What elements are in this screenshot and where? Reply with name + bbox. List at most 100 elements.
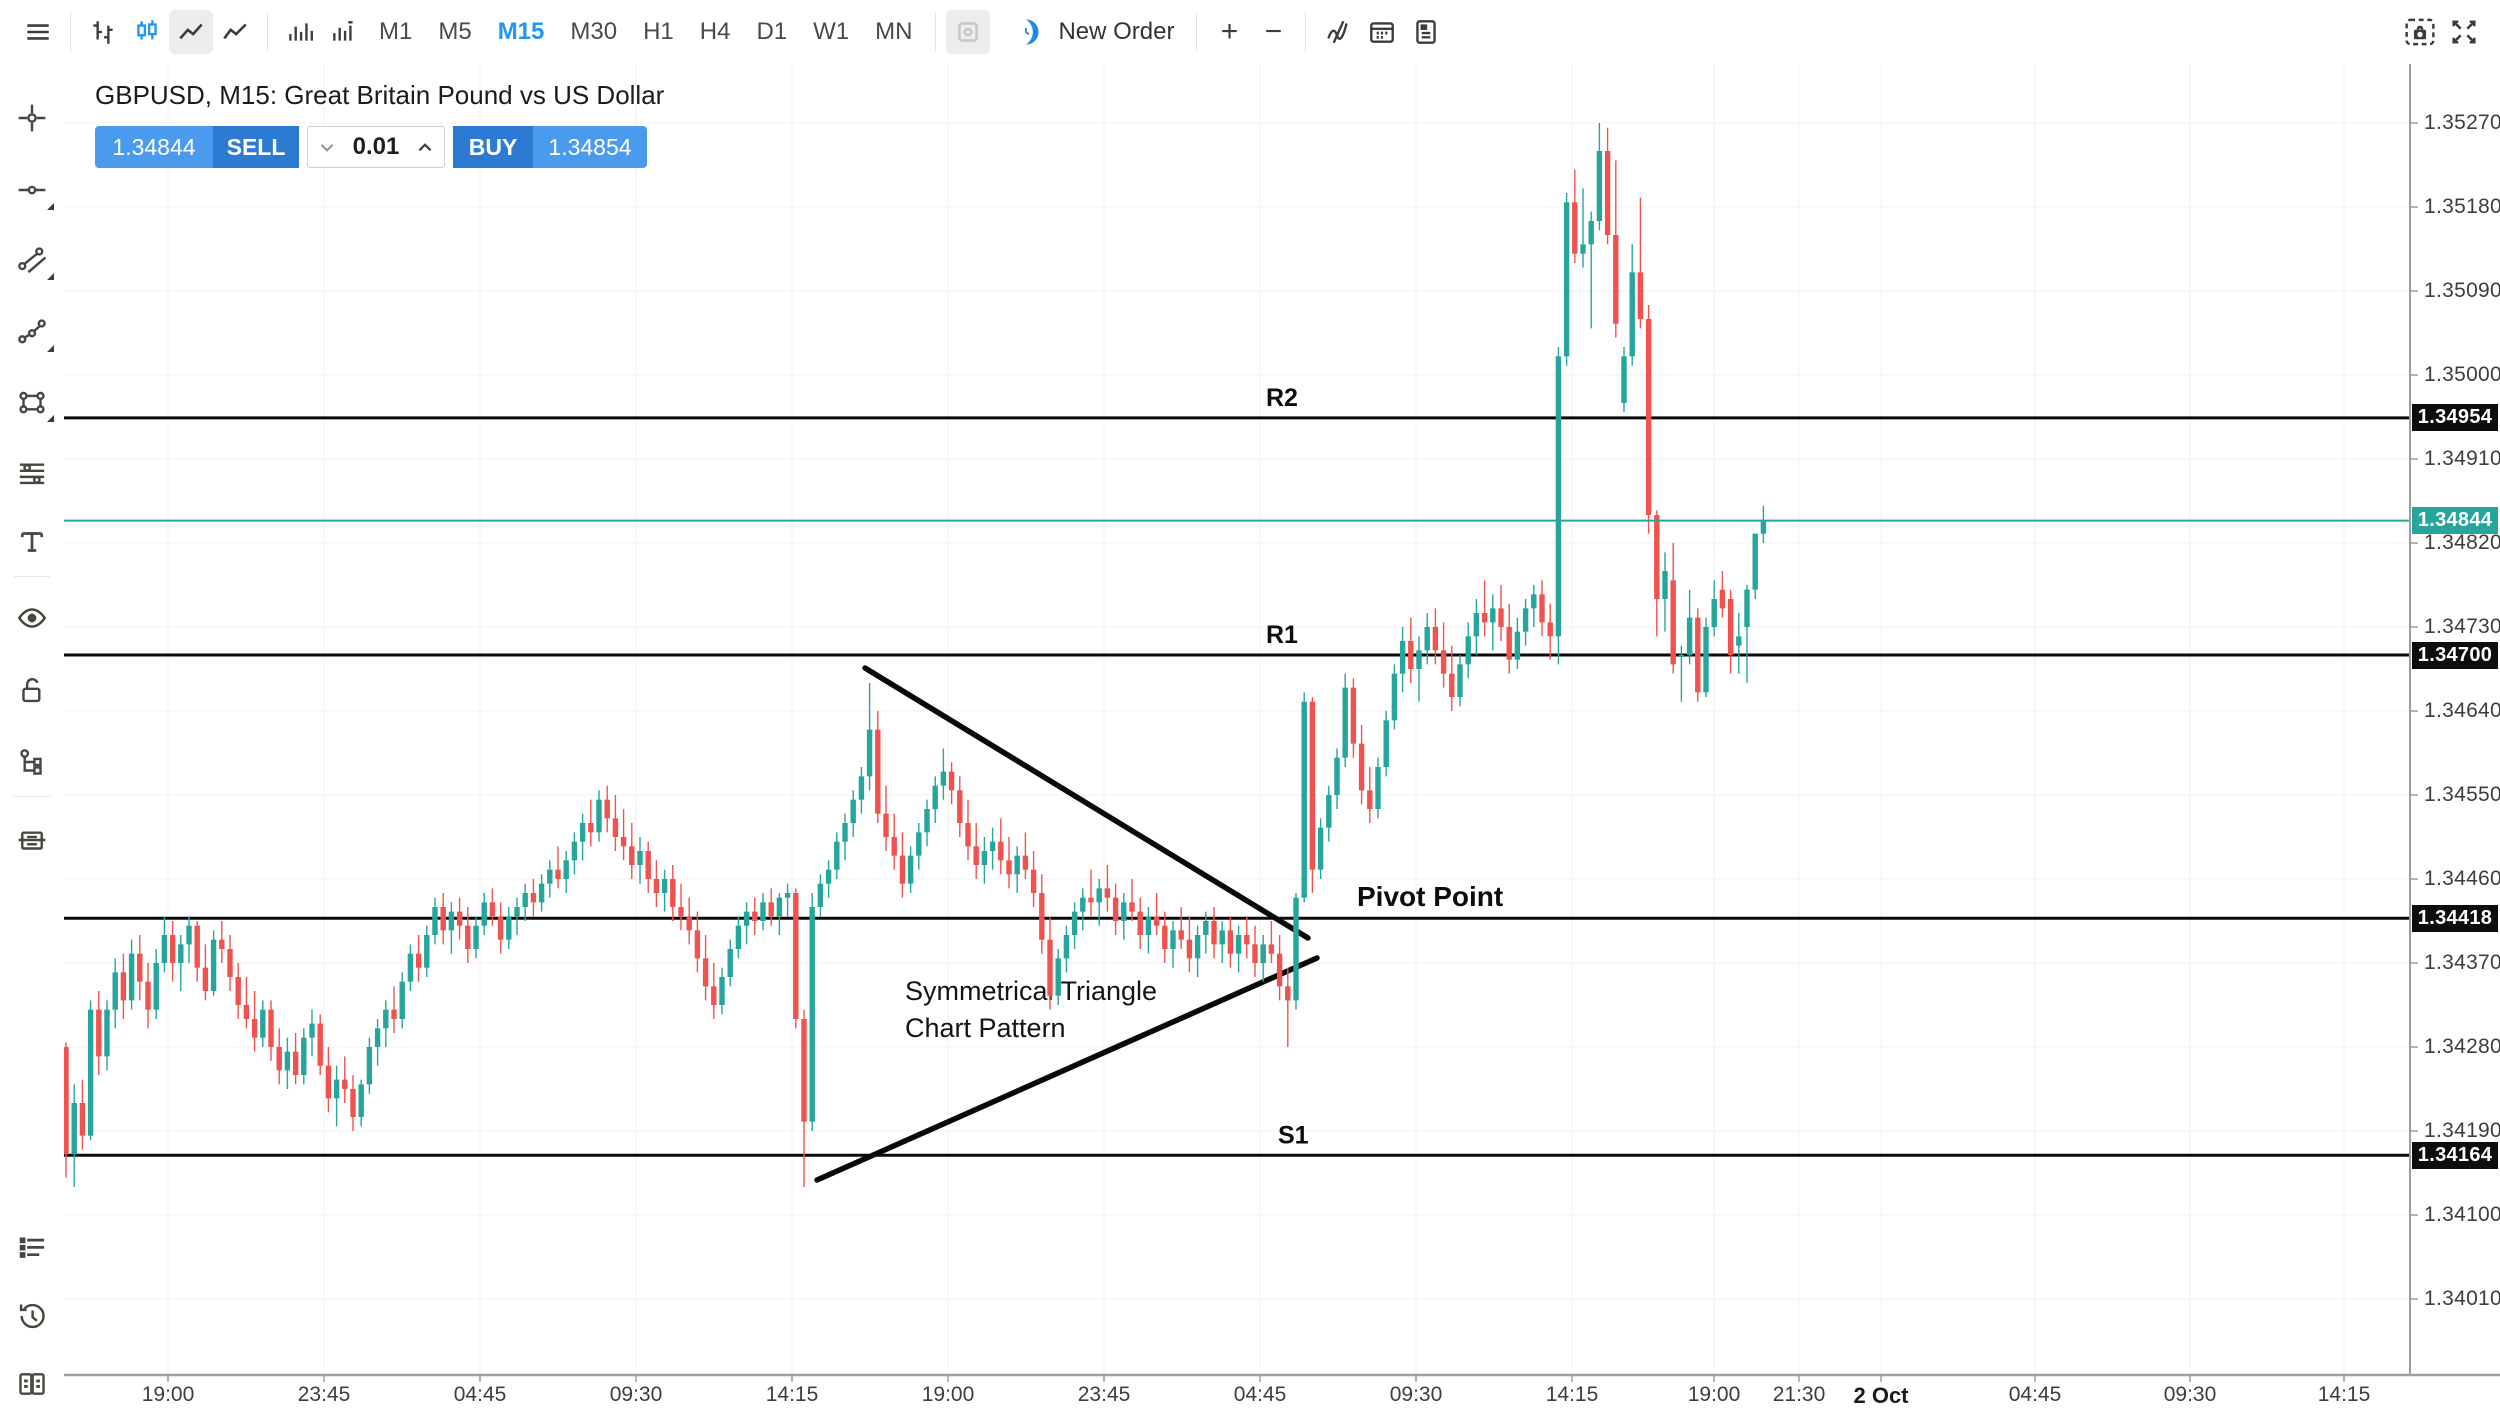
candle-body <box>1088 897 1094 903</box>
candle-body <box>1719 589 1726 609</box>
objects-list-tool-icon[interactable] <box>12 1228 52 1268</box>
fullscreen-icon[interactable] <box>2442 10 2486 54</box>
shapes-tool-icon[interactable] <box>12 382 54 422</box>
new-order-button[interactable]: New Order <box>1058 18 1175 45</box>
candle-body <box>719 977 725 1005</box>
candle-body <box>1285 986 1291 1001</box>
candle-body <box>235 977 241 1005</box>
trendline-tool-icon[interactable] <box>12 240 54 280</box>
candlestick-chart-icon[interactable] <box>125 10 169 54</box>
timeframe-d1[interactable]: D1 <box>756 18 788 45</box>
candle-body <box>530 893 537 903</box>
sell-button[interactable]: SELL <box>213 126 299 168</box>
polyline-tool-icon[interactable] <box>12 312 54 352</box>
buy-button[interactable]: BUY <box>453 126 533 168</box>
chevron-down-icon[interactable] <box>318 138 336 156</box>
timeframe-m30[interactable]: M30 <box>570 18 618 45</box>
candle-body <box>1498 608 1504 627</box>
unlock-tool-icon[interactable] <box>12 670 52 710</box>
candle-body <box>120 972 127 1001</box>
candle-body <box>579 823 586 842</box>
history-tool-icon[interactable] <box>12 1296 52 1336</box>
candle-body <box>604 799 610 819</box>
zoom-out-icon[interactable]: − <box>1264 15 1283 48</box>
candle-body <box>243 1005 250 1019</box>
price-tick-label: 1.34910 <box>2424 447 2500 470</box>
time-tick-label: 21:30 <box>1772 1383 1826 1406</box>
timeframe-h4[interactable]: H4 <box>699 18 731 45</box>
timeframe-m1[interactable]: M1 <box>379 18 413 45</box>
candle-body <box>1268 944 1275 954</box>
candle-body <box>907 855 914 884</box>
polyline-chart-icon[interactable] <box>213 10 257 54</box>
candle-body <box>1473 613 1480 637</box>
price-tick-label: 1.34190 <box>2424 1119 2500 1142</box>
price-axis[interactable]: 1.35270 1.35180 1.35090 1.35000 1.34910 1.348… <box>2412 64 2500 1375</box>
timeframe-mn[interactable]: MN <box>875 18 913 45</box>
candle-body <box>1440 650 1447 674</box>
candle-body <box>325 1065 332 1099</box>
candle-body <box>1563 202 1570 357</box>
candle-body <box>1358 743 1365 791</box>
volume-icon[interactable] <box>278 10 322 54</box>
line-chart-icon[interactable] <box>169 10 213 54</box>
buy-price[interactable]: 1.34854 <box>533 126 647 168</box>
candle-body <box>87 1009 94 1136</box>
menu-icon[interactable] <box>16 10 60 54</box>
fibonacci-tool-icon[interactable] <box>12 452 52 492</box>
candle-body <box>358 1084 364 1117</box>
candle-body <box>957 790 963 823</box>
tick-volume-icon[interactable] <box>322 10 366 54</box>
candle-body <box>374 1028 381 1047</box>
candle-body <box>96 1009 102 1057</box>
market-news-icon[interactable] <box>1404 10 1448 54</box>
candle-body <box>1670 580 1676 665</box>
candle-body <box>1531 594 1537 609</box>
timeframe-h1[interactable]: H1 <box>643 18 674 45</box>
timeframe-m5[interactable]: M5 <box>438 18 472 45</box>
triangle-upper-trendline[interactable] <box>862 665 1311 941</box>
candle-body <box>1022 855 1029 870</box>
visibility-tool-icon[interactable] <box>12 598 52 638</box>
triangle-lower-trendline[interactable] <box>814 955 1320 1183</box>
ohlc-bars-icon[interactable] <box>81 10 125 54</box>
candle-body <box>899 855 906 884</box>
candle-body <box>1326 795 1332 828</box>
candle-body <box>1506 627 1512 660</box>
timeframe-m15[interactable]: M15 <box>497 18 545 45</box>
one-click-trading-icon[interactable] <box>946 10 991 54</box>
candle-body <box>686 916 692 931</box>
candle-body <box>79 1103 86 1136</box>
time-tick-label: 19:00 <box>921 1383 975 1406</box>
time-tick-label: 04:45 <box>1233 1383 1287 1406</box>
calendar-icon[interactable] <box>1360 10 1404 54</box>
candle-body <box>383 1009 389 1029</box>
candle-body <box>227 949 233 977</box>
crosshair-tool-icon[interactable] <box>12 98 52 138</box>
horizontal-line-tool-icon[interactable] <box>12 170 54 210</box>
price-tick-label: 1.34460 <box>2424 867 2500 890</box>
screenshot-icon[interactable] <box>2398 10 2442 54</box>
candle-body <box>768 902 774 917</box>
sidebar-divider <box>14 796 50 797</box>
sell-price[interactable]: 1.34844 <box>95 126 213 168</box>
indicators-icon[interactable] <box>1316 10 1360 54</box>
candle-body <box>694 930 701 959</box>
time-axis[interactable]: 19:00 23:45 04:45 09:30 14:15 19:00 23:45 04:45… <box>0 1377 2500 1414</box>
volume-value[interactable]: 0.01 <box>352 133 400 160</box>
candle-body <box>858 776 865 800</box>
objects-tree-tool-icon[interactable] <box>12 742 52 782</box>
timeframe-w1[interactable]: W1 <box>813 18 850 45</box>
candle-body <box>1752 533 1758 590</box>
text-tool-icon[interactable] <box>12 522 52 562</box>
candle-body <box>1096 888 1102 903</box>
volume-stepper[interactable]: 0.01 <box>307 126 445 168</box>
zoom-in-icon[interactable]: + <box>1220 15 1239 48</box>
delete-objects-tool-icon[interactable] <box>12 820 52 860</box>
candle-body <box>473 925 479 949</box>
candle-body <box>842 823 848 842</box>
price-tick-label: 1.34820 <box>2424 531 2500 554</box>
chevron-up-icon[interactable] <box>416 138 434 156</box>
journal-tool-icon[interactable] <box>12 1364 52 1404</box>
